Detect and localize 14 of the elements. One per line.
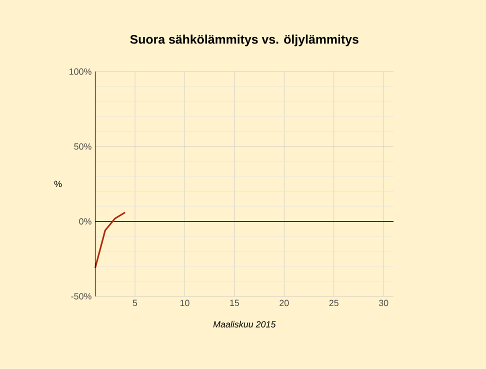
y-tick-label: -50% [71,293,92,300]
line-series [94,212,126,269]
y-tick-label: 50% [74,143,92,150]
x-tick-label: 30 [378,300,388,306]
x-tick-label: 5 [132,300,138,306]
x-tick-label: 20 [280,300,289,306]
y-tick-label: 100% [70,68,92,75]
y-tick-label: 0% [79,218,92,225]
y-axis-title: % [54,180,62,188]
x-tick-label: 15 [230,300,240,306]
chart-title: Suora sähkölämmitys vs. öljylämmitys [130,34,358,46]
x-tick-label: 25 [329,300,338,306]
x-axis-title: Maaliskuu 2015 [213,320,276,328]
x-tick-label: 10 [180,300,190,306]
